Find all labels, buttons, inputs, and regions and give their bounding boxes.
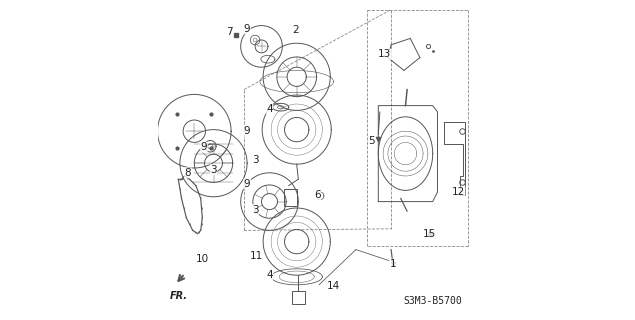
Text: 15: 15 <box>423 228 436 239</box>
Text: 4: 4 <box>266 104 273 114</box>
Text: S3M3-B5700: S3M3-B5700 <box>403 296 462 306</box>
Text: 3: 3 <box>252 155 258 165</box>
Text: 12: 12 <box>451 187 465 197</box>
Text: 9: 9 <box>244 126 250 136</box>
Text: 4: 4 <box>266 270 273 280</box>
Text: 6: 6 <box>314 190 321 200</box>
Text: 3: 3 <box>210 164 217 175</box>
Text: 11: 11 <box>250 251 264 261</box>
Bar <box>284 189 297 206</box>
Text: 1: 1 <box>389 259 396 269</box>
Text: 7: 7 <box>226 27 233 37</box>
Text: 9: 9 <box>244 24 250 34</box>
Text: 14: 14 <box>327 281 340 292</box>
Text: 9: 9 <box>244 179 250 189</box>
Text: 10: 10 <box>196 254 209 264</box>
Text: 8: 8 <box>185 168 191 178</box>
Text: 9: 9 <box>201 142 207 152</box>
Text: FR.: FR. <box>170 291 188 301</box>
Text: 13: 13 <box>378 49 391 60</box>
Text: 5: 5 <box>368 136 375 146</box>
Text: 2: 2 <box>292 25 298 36</box>
Bar <box>292 291 305 304</box>
Text: 3: 3 <box>252 204 258 215</box>
